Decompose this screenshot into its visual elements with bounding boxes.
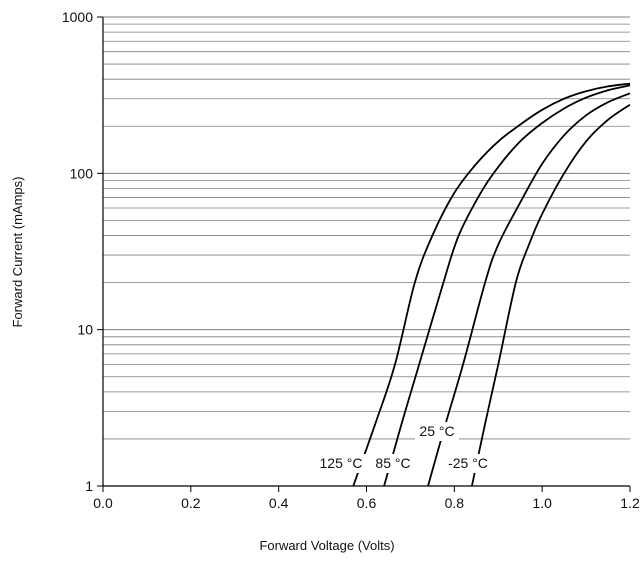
series-line: [427, 92, 631, 487]
axes-layer: [97, 16, 631, 492]
series-line: [383, 84, 631, 487]
y-tick-label: 10: [77, 322, 93, 338]
x-tick-label: 1.2: [620, 495, 640, 511]
y-axis-title: Forward Current (mAmps): [10, 177, 25, 328]
label-layer: 125 °C 85 °C 25 °C -25 °C: [315, 422, 494, 473]
x-tick-label: 0.8: [445, 495, 465, 511]
series-label-bg: [415, 422, 459, 441]
x-tick-label: 0.2: [181, 495, 201, 511]
y-tick-label: 100: [70, 165, 94, 181]
x-tick-label: 0.4: [269, 495, 289, 511]
series-layer: [352, 82, 631, 487]
series-label: 25 °C: [419, 423, 454, 439]
series-label-bg: [315, 454, 367, 473]
y-tick-label: 1: [85, 478, 93, 494]
y-tick-label: 1000: [62, 9, 93, 25]
x-tick-label: 0.6: [357, 495, 377, 511]
series-label: 125 °C: [320, 455, 363, 471]
series-label-bg: [371, 454, 415, 473]
x-tick-label: 0.0: [93, 495, 113, 511]
tick-layer: 0.0 0.2 0.4 0.6 0.8 1.0 1.2 1 10 100 1000: [62, 9, 640, 511]
x-tick-label: 1.0: [532, 495, 552, 511]
series-label: -25 °C: [448, 455, 488, 471]
series-line: [352, 82, 631, 487]
series-line: [471, 103, 631, 487]
series-label: 85 °C: [375, 455, 410, 471]
series-label-bg: [442, 454, 494, 473]
x-axis-title: Forward Voltage (Volts): [259, 538, 394, 553]
grid-layer: [103, 23, 630, 440]
